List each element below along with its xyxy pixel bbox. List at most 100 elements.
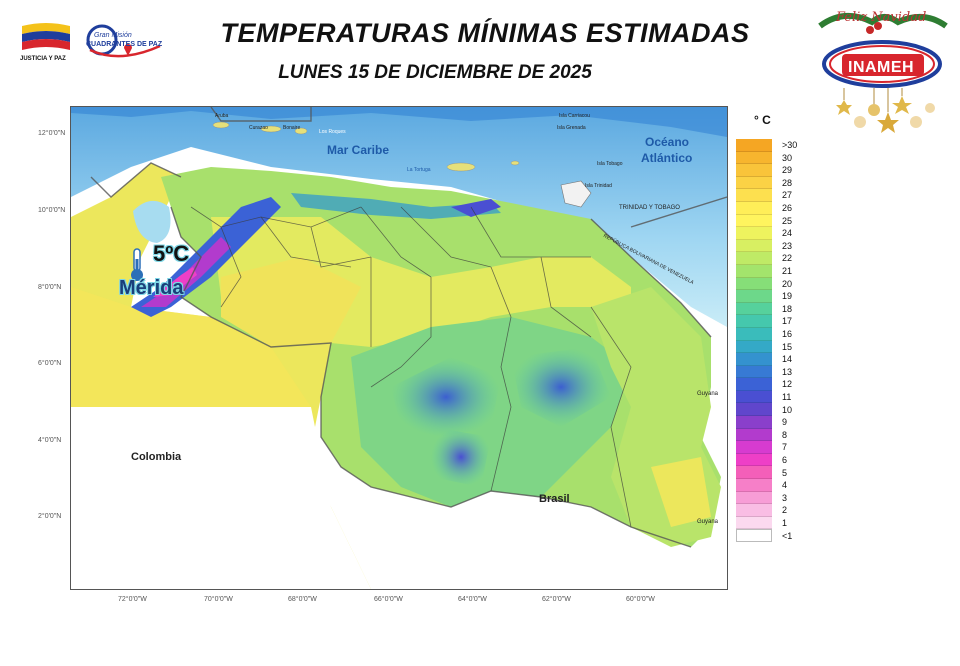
legend-swatch (736, 139, 772, 152)
page-subtitle: LUNES 15 DE DICIEMBRE DE 2025 (278, 62, 592, 83)
page-title: TEMPERATURAS MÍNIMAS ESTIMADAS (220, 18, 750, 48)
mision-line1: Gran Misión (94, 32, 132, 39)
map-frame: Mar Caribe Océano Atlántico Colombia Bra… (70, 106, 728, 590)
legend-label: 18 (782, 303, 793, 314)
legend-swatch (736, 516, 772, 530)
legend-label: 28 (782, 177, 793, 188)
legend-swatch (736, 390, 772, 404)
legend-swatch (736, 529, 772, 542)
legend-swatch (736, 353, 772, 366)
highlight-city: Mérida (119, 277, 184, 299)
legend-swatch (736, 239, 772, 253)
lat-label: 6°0'0"N (38, 360, 62, 367)
legend-label: 17 (782, 316, 793, 327)
lat-label: 2°0'0"N (38, 513, 62, 520)
legend-label: 25 (782, 215, 793, 226)
mision-line2: CUADRANTES DE PAZ (86, 41, 163, 48)
label-brasil: Brasil (539, 493, 570, 505)
lon-label: 72°0'0"W (118, 596, 147, 603)
legend-label: 14 (782, 354, 793, 365)
legend-label: 21 (782, 266, 793, 276)
legend-label: >30 (782, 140, 798, 150)
inameh-name: INAMEH (848, 59, 915, 76)
legend-swatch (736, 466, 772, 480)
label-atlantico: Atlántico (641, 151, 693, 165)
legend-label: 29 (782, 165, 793, 176)
label-isla-grenada: Isla Grenada (557, 125, 586, 131)
legend-label: 16 (782, 329, 793, 339)
legend-label: 24 (782, 228, 793, 239)
legend-label: 27 (782, 190, 793, 201)
lon-label: 66°0'0"W (374, 596, 403, 603)
legend-label: 12 (782, 379, 793, 390)
label-isla-carriacou: Isla Carriacou (559, 113, 590, 119)
legend-swatch (736, 264, 772, 278)
legend-swatch (736, 214, 772, 228)
lon-label: 70°0'0"W (204, 596, 233, 603)
label-bonaire: Bonaire (283, 125, 301, 131)
justicia-paz-caption: JUSTICIA Y PAZ (20, 56, 66, 62)
legend-swatch (736, 315, 772, 328)
temperature-legend: >30 30 29 28 27 26 25 24 23 22 21 20 19 18 17 16 15 14 13 1… (736, 139, 797, 542)
legend-swatch (736, 189, 772, 202)
legend-swatch (736, 227, 772, 240)
lon-label: 60°0'0"W (626, 596, 655, 603)
legend-label: 23 (782, 240, 793, 251)
legend-label: 10 (782, 404, 793, 415)
thermometer-icon (127, 247, 147, 283)
label-oceano: Océano (645, 135, 690, 149)
legend-swatch (736, 176, 772, 190)
legend-label: 4 (782, 480, 788, 491)
legend-label: 20 (782, 278, 793, 289)
legend-label: 13 (782, 366, 793, 377)
legend-swatch (736, 378, 772, 391)
legend-label: 1 (782, 518, 788, 528)
legend-swatch (736, 416, 772, 429)
lon-label: 64°0'0"W (458, 596, 487, 603)
legend-label: 5 (782, 467, 788, 478)
label-guyana-2: Guyana (697, 519, 719, 525)
legend-swatch (736, 403, 772, 417)
lon-label: 68°0'0"W (288, 596, 317, 603)
legend-label: 30 (782, 152, 793, 163)
legend-label: 9 (782, 417, 788, 428)
highlight-temperature: 5ºC (153, 241, 190, 266)
legend-swatch (736, 201, 772, 215)
lat-label: 4°0'0"N (38, 437, 62, 444)
legend-swatch (736, 441, 772, 454)
legend-label: 11 (782, 392, 792, 402)
legend-swatch (736, 290, 772, 303)
legend-swatch (736, 164, 772, 177)
label-isla-tobago: Isla Tobago (597, 161, 623, 167)
cuadrantes-de-paz-logo: Gran Misión CUADRANTES DE PAZ (80, 20, 175, 65)
legend-swatch (736, 504, 772, 517)
lat-label: 8°0'0"N (38, 284, 62, 291)
label-aruba: Aruba (215, 113, 229, 119)
legend-label: 19 (782, 291, 793, 302)
legend-swatch (736, 327, 772, 341)
inameh-christmas-logo: Feliz Navidad INAMEH (814, 4, 950, 138)
legend-unit: ° C (754, 113, 771, 127)
label-colombia: Colombia (131, 451, 182, 463)
legend-swatch (736, 151, 772, 165)
legend-label: 6 (782, 455, 788, 465)
venezuela-logo: JUSTICIA Y PAZ (18, 18, 74, 66)
legend-swatch (736, 277, 772, 291)
legend-swatch (736, 302, 772, 316)
label-curazao: Curazao (249, 125, 268, 131)
label-trinidad-tobago: TRINIDAD Y TOBAGO (619, 205, 680, 211)
label-guyana-1: Guyana (697, 391, 719, 397)
legend-label: 2 (782, 505, 788, 516)
legend-label: 26 (782, 203, 793, 213)
legend-label: 3 (782, 492, 788, 503)
lat-label: 12°0'0"N (38, 130, 66, 137)
holiday-greeting: Feliz Navidad (836, 10, 927, 25)
legend-label: 7 (782, 442, 788, 453)
legend-swatch (736, 365, 772, 379)
label-la-tortuga: La Tortuga (407, 167, 431, 173)
temperature-map (71, 106, 728, 589)
legend-label: 8 (782, 429, 788, 440)
legend-swatch (736, 252, 772, 265)
legend-label: <1 (782, 530, 793, 541)
lon-label: 62°0'0"W (542, 596, 571, 603)
